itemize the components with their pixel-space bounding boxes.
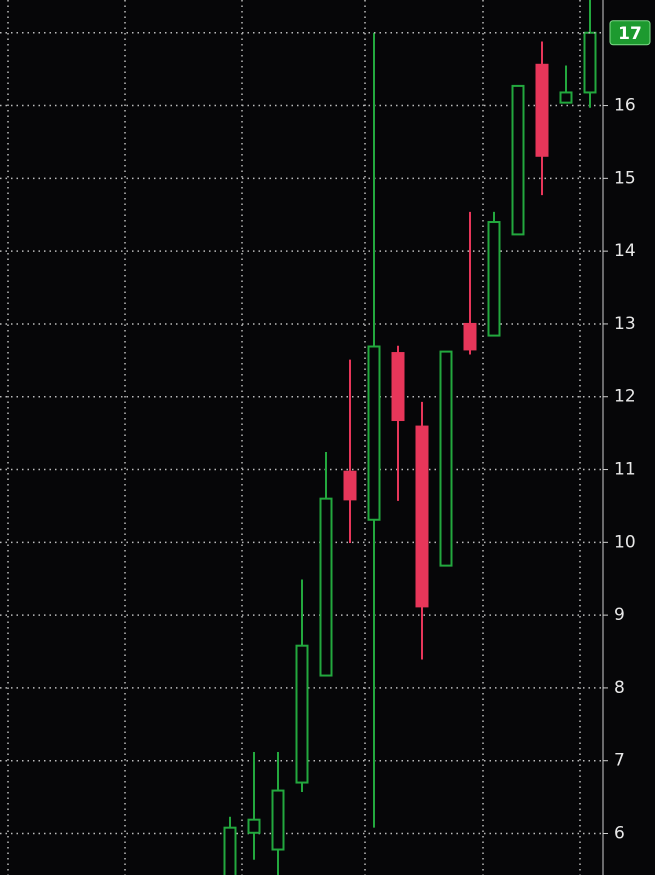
y-tick-label: 6 <box>614 824 625 844</box>
candle-body <box>463 322 477 351</box>
candle-body <box>511 84 525 236</box>
candle-body <box>343 470 357 501</box>
candle-body <box>247 818 261 834</box>
candle-body <box>367 345 381 521</box>
y-tick-label: 15 <box>614 168 636 188</box>
y-tick-label: 16 <box>614 96 636 116</box>
candle-body <box>223 826 237 875</box>
candle-body <box>559 91 573 104</box>
candle-body <box>415 425 429 608</box>
plot-area <box>0 0 603 875</box>
y-tick-label: 8 <box>614 678 625 698</box>
y-tick-label: 7 <box>614 751 625 771</box>
last-price-badge <box>609 20 651 46</box>
last-price-label: 17 <box>618 24 642 44</box>
candle-body <box>535 63 549 157</box>
y-tick-label: 9 <box>614 605 625 625</box>
candle-body <box>319 497 333 677</box>
y-tick-label: 13 <box>614 314 636 334</box>
candle-body <box>487 221 501 337</box>
y-tick-label: 11 <box>614 460 636 480</box>
candle-body <box>439 350 453 567</box>
y-tick-label: 12 <box>614 387 636 407</box>
candle-body <box>583 31 597 94</box>
candle-body <box>295 644 309 784</box>
y-tick-label: 14 <box>614 241 636 261</box>
y-tick-label: 10 <box>614 532 636 552</box>
candle-body <box>271 789 285 851</box>
candle-body <box>391 352 405 422</box>
